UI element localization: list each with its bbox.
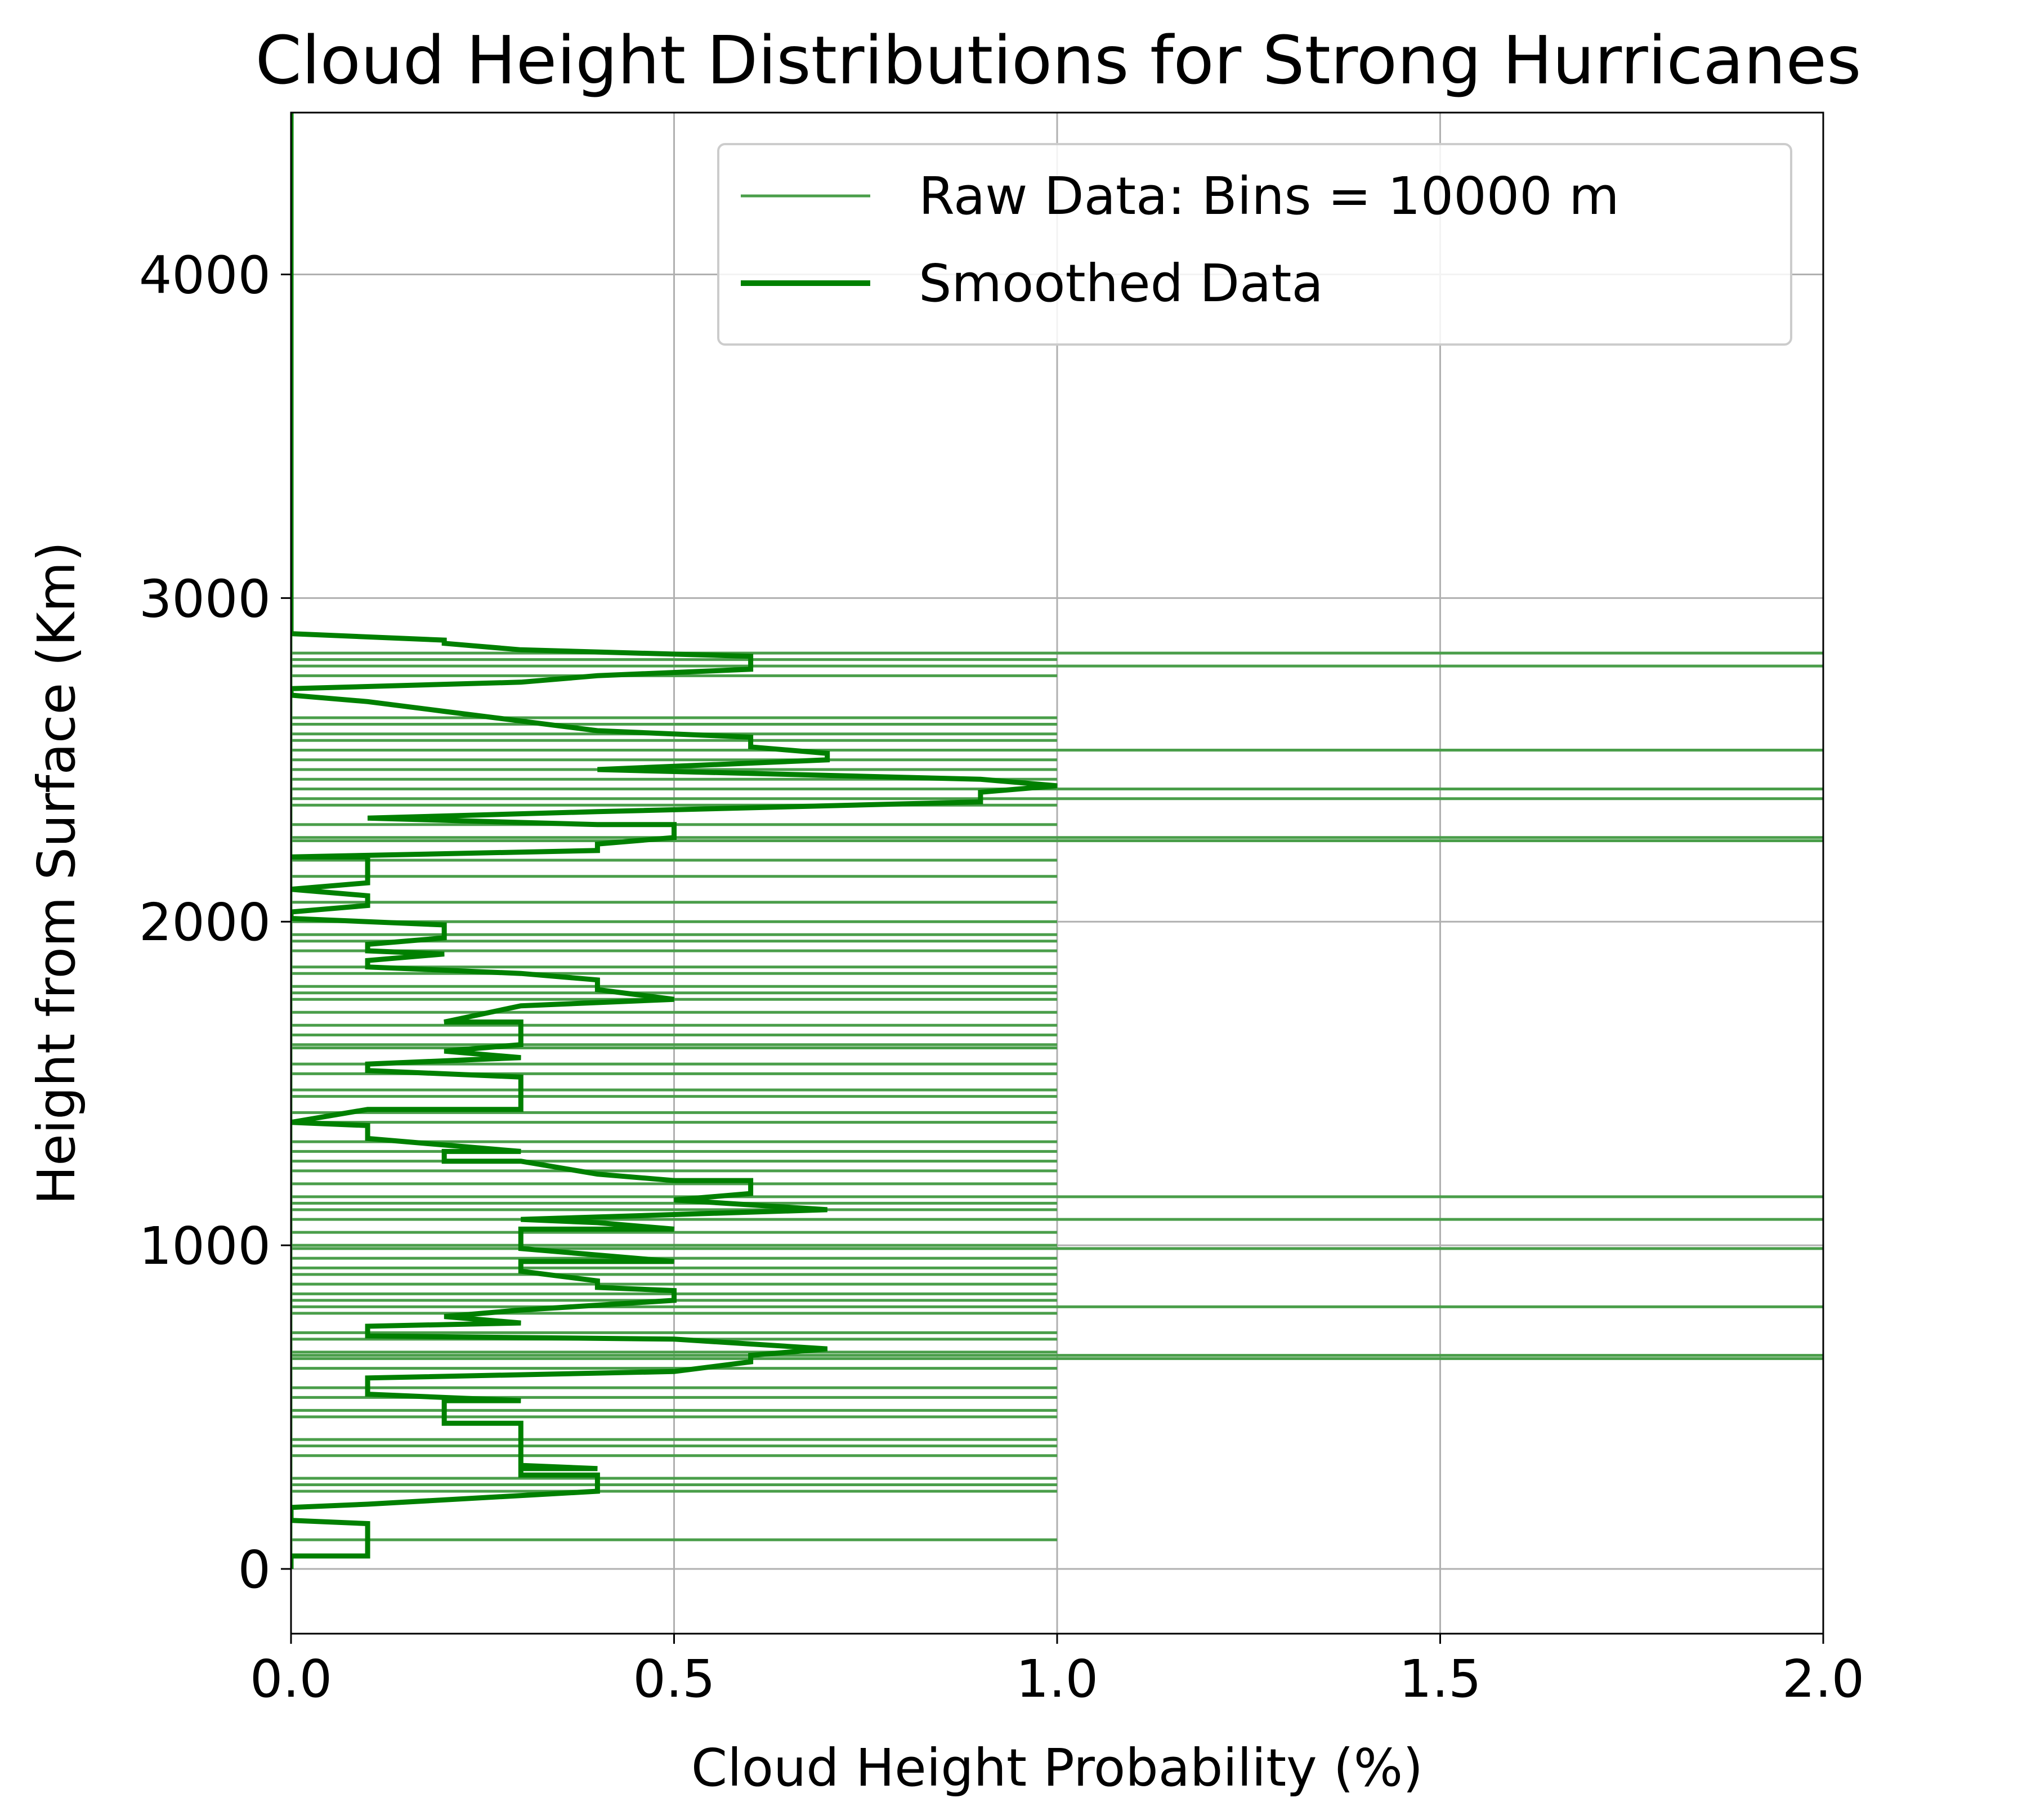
x-tick-label: 2.0 [1782, 1649, 1864, 1709]
legend: Raw Data: Bins = 10000 m Smoothed Data [717, 143, 1792, 346]
x-axis-ticks: 0.0 0.5 1.0 1.5 2.0 [250, 1634, 1864, 1709]
smoothed-data-series [291, 113, 1058, 1569]
y-tick-label: 3000 [139, 569, 271, 629]
raw-data-series [291, 113, 1823, 1569]
legend-smoothed-label: Smoothed Data [919, 253, 1323, 314]
y-tick-label: 4000 [139, 245, 271, 305]
x-axis-label: Cloud Height Probability (%) [691, 1738, 1423, 1798]
x-tick-label: 1.5 [1399, 1649, 1481, 1709]
legend-box [717, 143, 1792, 346]
y-tick-label: 1000 [139, 1216, 271, 1276]
chart-title: Cloud Height Distributions for Strong Hu… [255, 21, 1861, 99]
smoothed-data-line [291, 113, 1058, 1569]
x-tick-label: 1.0 [1016, 1649, 1098, 1709]
y-tick-label: 0 [238, 1540, 271, 1600]
x-tick-label: 0.0 [250, 1649, 332, 1709]
x-tick-label: 0.5 [633, 1649, 715, 1709]
y-axis-label: Height from Surface (Km) [26, 542, 87, 1205]
y-tick-label: 2000 [139, 892, 271, 953]
legend-raw-label: Raw Data: Bins = 10000 m [919, 166, 1619, 226]
y-axis-ticks: 0 1000 2000 3000 4000 [139, 245, 291, 1600]
